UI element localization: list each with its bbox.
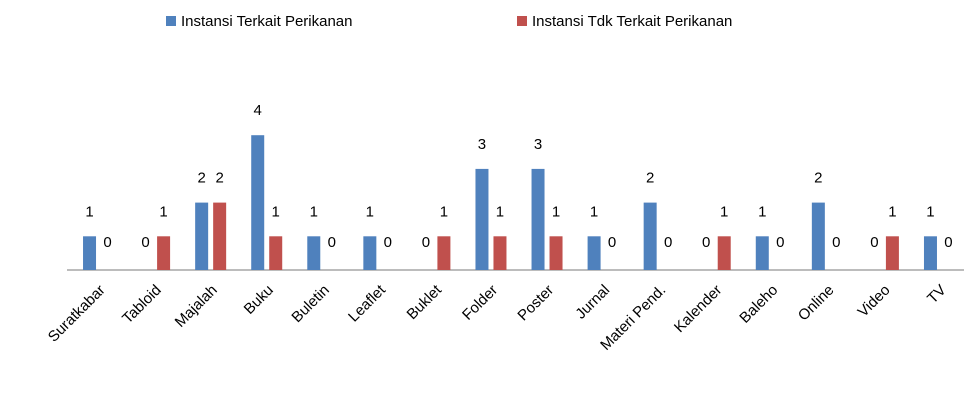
data-label: 0 (384, 234, 392, 251)
bar (531, 168, 545, 270)
bar (157, 236, 171, 270)
bar (811, 202, 825, 270)
bar (493, 236, 507, 270)
legend-swatch (166, 16, 176, 26)
data-label: 2 (814, 170, 822, 187)
bar (269, 236, 283, 270)
x-tick-label: Majalah (172, 282, 221, 331)
bar (251, 135, 265, 270)
bar (587, 236, 601, 270)
x-tick-label: Video (855, 282, 894, 321)
data-label: 1 (590, 203, 598, 220)
data-label: 1 (85, 203, 93, 220)
legend-label: Instansi Terkait Perikanan (181, 13, 352, 30)
x-tick-label: Kalender (671, 282, 725, 336)
bar (923, 236, 937, 270)
legend-swatch (517, 16, 527, 26)
x-tick-label: Buklet (404, 281, 446, 323)
data-label: 4 (254, 102, 262, 119)
data-label: 1 (720, 203, 728, 220)
data-label: 1 (496, 203, 504, 220)
data-label: 0 (328, 234, 336, 251)
data-label: 1 (159, 203, 167, 220)
data-label: 2 (646, 170, 654, 187)
bar (363, 236, 377, 270)
bar (307, 236, 321, 270)
data-label: 0 (776, 234, 784, 251)
data-label: 0 (103, 234, 111, 251)
bar (643, 202, 657, 270)
bar (549, 236, 563, 270)
data-label: 0 (608, 234, 616, 251)
data-label: 3 (534, 136, 542, 153)
data-label: 1 (888, 203, 896, 220)
bar (213, 202, 227, 270)
x-tick-label: Leaflet (345, 281, 389, 325)
data-label: 0 (870, 234, 878, 251)
data-label: 0 (141, 234, 149, 251)
data-label: 0 (832, 234, 840, 251)
x-tick-label: Online (795, 282, 838, 325)
data-label: 1 (552, 203, 560, 220)
data-label: 1 (272, 203, 280, 220)
data-label: 2 (197, 170, 205, 187)
bar (717, 236, 731, 270)
x-tick-label: Suratkabar (45, 282, 109, 346)
bar (475, 168, 489, 270)
x-tick-label: Buletin (288, 282, 332, 326)
data-label: 1 (310, 203, 318, 220)
x-tick-label: TV (924, 282, 950, 308)
legend-label: Instansi Tdk Terkait Perikanan (532, 13, 732, 30)
x-tick-label: Folder (459, 282, 501, 324)
x-tick-label: Buku (241, 282, 277, 318)
x-tick-label: Tabloid (119, 282, 165, 328)
data-label: 0 (702, 234, 710, 251)
data-label: 2 (215, 170, 223, 187)
bar (83, 236, 97, 270)
x-tick-label: Poster (514, 282, 557, 325)
data-label: 1 (366, 203, 374, 220)
data-label: 3 (478, 136, 486, 153)
data-label: 1 (926, 203, 934, 220)
data-label: 0 (944, 234, 952, 251)
bar (437, 236, 451, 270)
data-label: 0 (422, 234, 430, 251)
bar (755, 236, 769, 270)
x-tick-label: Jurnal (572, 282, 613, 323)
data-label: 0 (664, 234, 672, 251)
data-label: 1 (758, 203, 766, 220)
bar (885, 236, 899, 270)
x-tick-label: Baleho (736, 282, 781, 327)
bar (195, 202, 209, 270)
data-label: 1 (440, 203, 448, 220)
